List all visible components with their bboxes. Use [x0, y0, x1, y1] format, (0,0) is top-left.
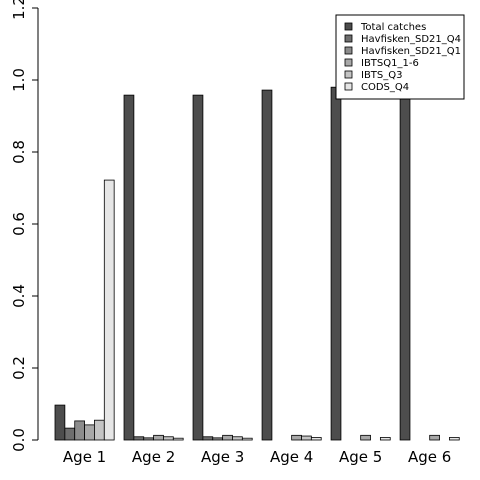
x-tick-label: Age 1 — [63, 448, 106, 466]
legend-label: IBTS_Q3 — [361, 70, 403, 81]
bar-age-4-series-5 — [301, 435, 312, 441]
bar-age-2-series-4 — [153, 434, 164, 441]
y-tick-label: 0.8 — [10, 140, 28, 164]
bar-age-6-series-1 — [399, 86, 411, 441]
x-tick-label: Age 5 — [339, 448, 382, 466]
y-tick-label: 0.6 — [10, 212, 28, 236]
bar-age-5-series-1 — [330, 86, 342, 441]
bar-age-2-series-5 — [163, 436, 174, 441]
legend-swatch — [344, 70, 353, 79]
bar-age-3-series-4 — [222, 434, 233, 441]
x-tick-label: Age 2 — [132, 448, 175, 466]
x-axis-labels: Age 1 Age 2 Age 3 Age 4 Age 5 Age 6 — [63, 448, 451, 466]
legend: Total catchesHavfisken_SD21_Q4Havfisken_… — [335, 14, 465, 100]
bar-age-5-series-4 — [360, 434, 371, 441]
bar-age-3-series-3 — [212, 437, 224, 441]
bar-age-3-series-1 — [192, 94, 204, 441]
legend-swatch — [344, 46, 353, 55]
legend-swatch — [344, 22, 353, 31]
bar-age-3-series-5 — [232, 436, 243, 441]
x-tick-label: Age 6 — [408, 448, 451, 466]
y-tick-label: 0.0 — [10, 428, 28, 452]
legend-swatch — [344, 82, 353, 91]
y-tick-label: 0.2 — [10, 356, 28, 380]
legend-label: IBTSQ1_1-6 — [361, 58, 419, 69]
bar-age-1-series-1 — [54, 404, 66, 441]
bar-age-2-series-3 — [143, 437, 155, 441]
bar-age-1-series-3 — [74, 420, 85, 441]
y-tick-label: 1.2 — [10, 0, 28, 20]
legend-swatch — [344, 34, 353, 43]
y-axis: 0.0 0.2 0.4 0.6 0.8 1.0 1.2 — [10, 0, 39, 452]
legend-box — [335, 14, 465, 100]
y-tick-label: 0.4 — [10, 284, 28, 308]
bar-age-6-series-4 — [429, 434, 440, 441]
bar-age-1-series-2 — [64, 427, 76, 441]
bar-age-4-series-1 — [261, 89, 273, 441]
bars-group — [54, 86, 460, 441]
bar-age-2-series-6 — [172, 437, 184, 441]
bar-age-3-series-2 — [202, 436, 214, 441]
legend-label: Havfisken_SD21_Q1 — [361, 46, 461, 57]
bar-age-3-series-6 — [241, 437, 253, 441]
legend-swatch — [344, 58, 353, 67]
x-tick-label: Age 4 — [270, 448, 313, 466]
bar-age-2-series-1 — [123, 94, 135, 441]
legend-label: Total catches — [360, 22, 426, 33]
bar-age-1-series-5 — [94, 419, 105, 441]
legend-label: CODS_Q4 — [361, 82, 409, 93]
legend-label: Havfisken_SD21_Q4 — [361, 34, 461, 45]
bar-age-4-series-4 — [291, 434, 302, 441]
bar-age-2-series-2 — [133, 436, 145, 441]
bar-age-5-series-6 — [379, 437, 391, 441]
x-tick-label: Age 3 — [201, 448, 244, 466]
y-tick-label: 1.0 — [10, 68, 28, 92]
bar-age-6-series-6 — [448, 437, 460, 441]
bar-age-1-series-4 — [84, 424, 95, 441]
bar-age-1-series-6 — [103, 179, 115, 441]
bar-age-4-series-6 — [310, 437, 322, 441]
